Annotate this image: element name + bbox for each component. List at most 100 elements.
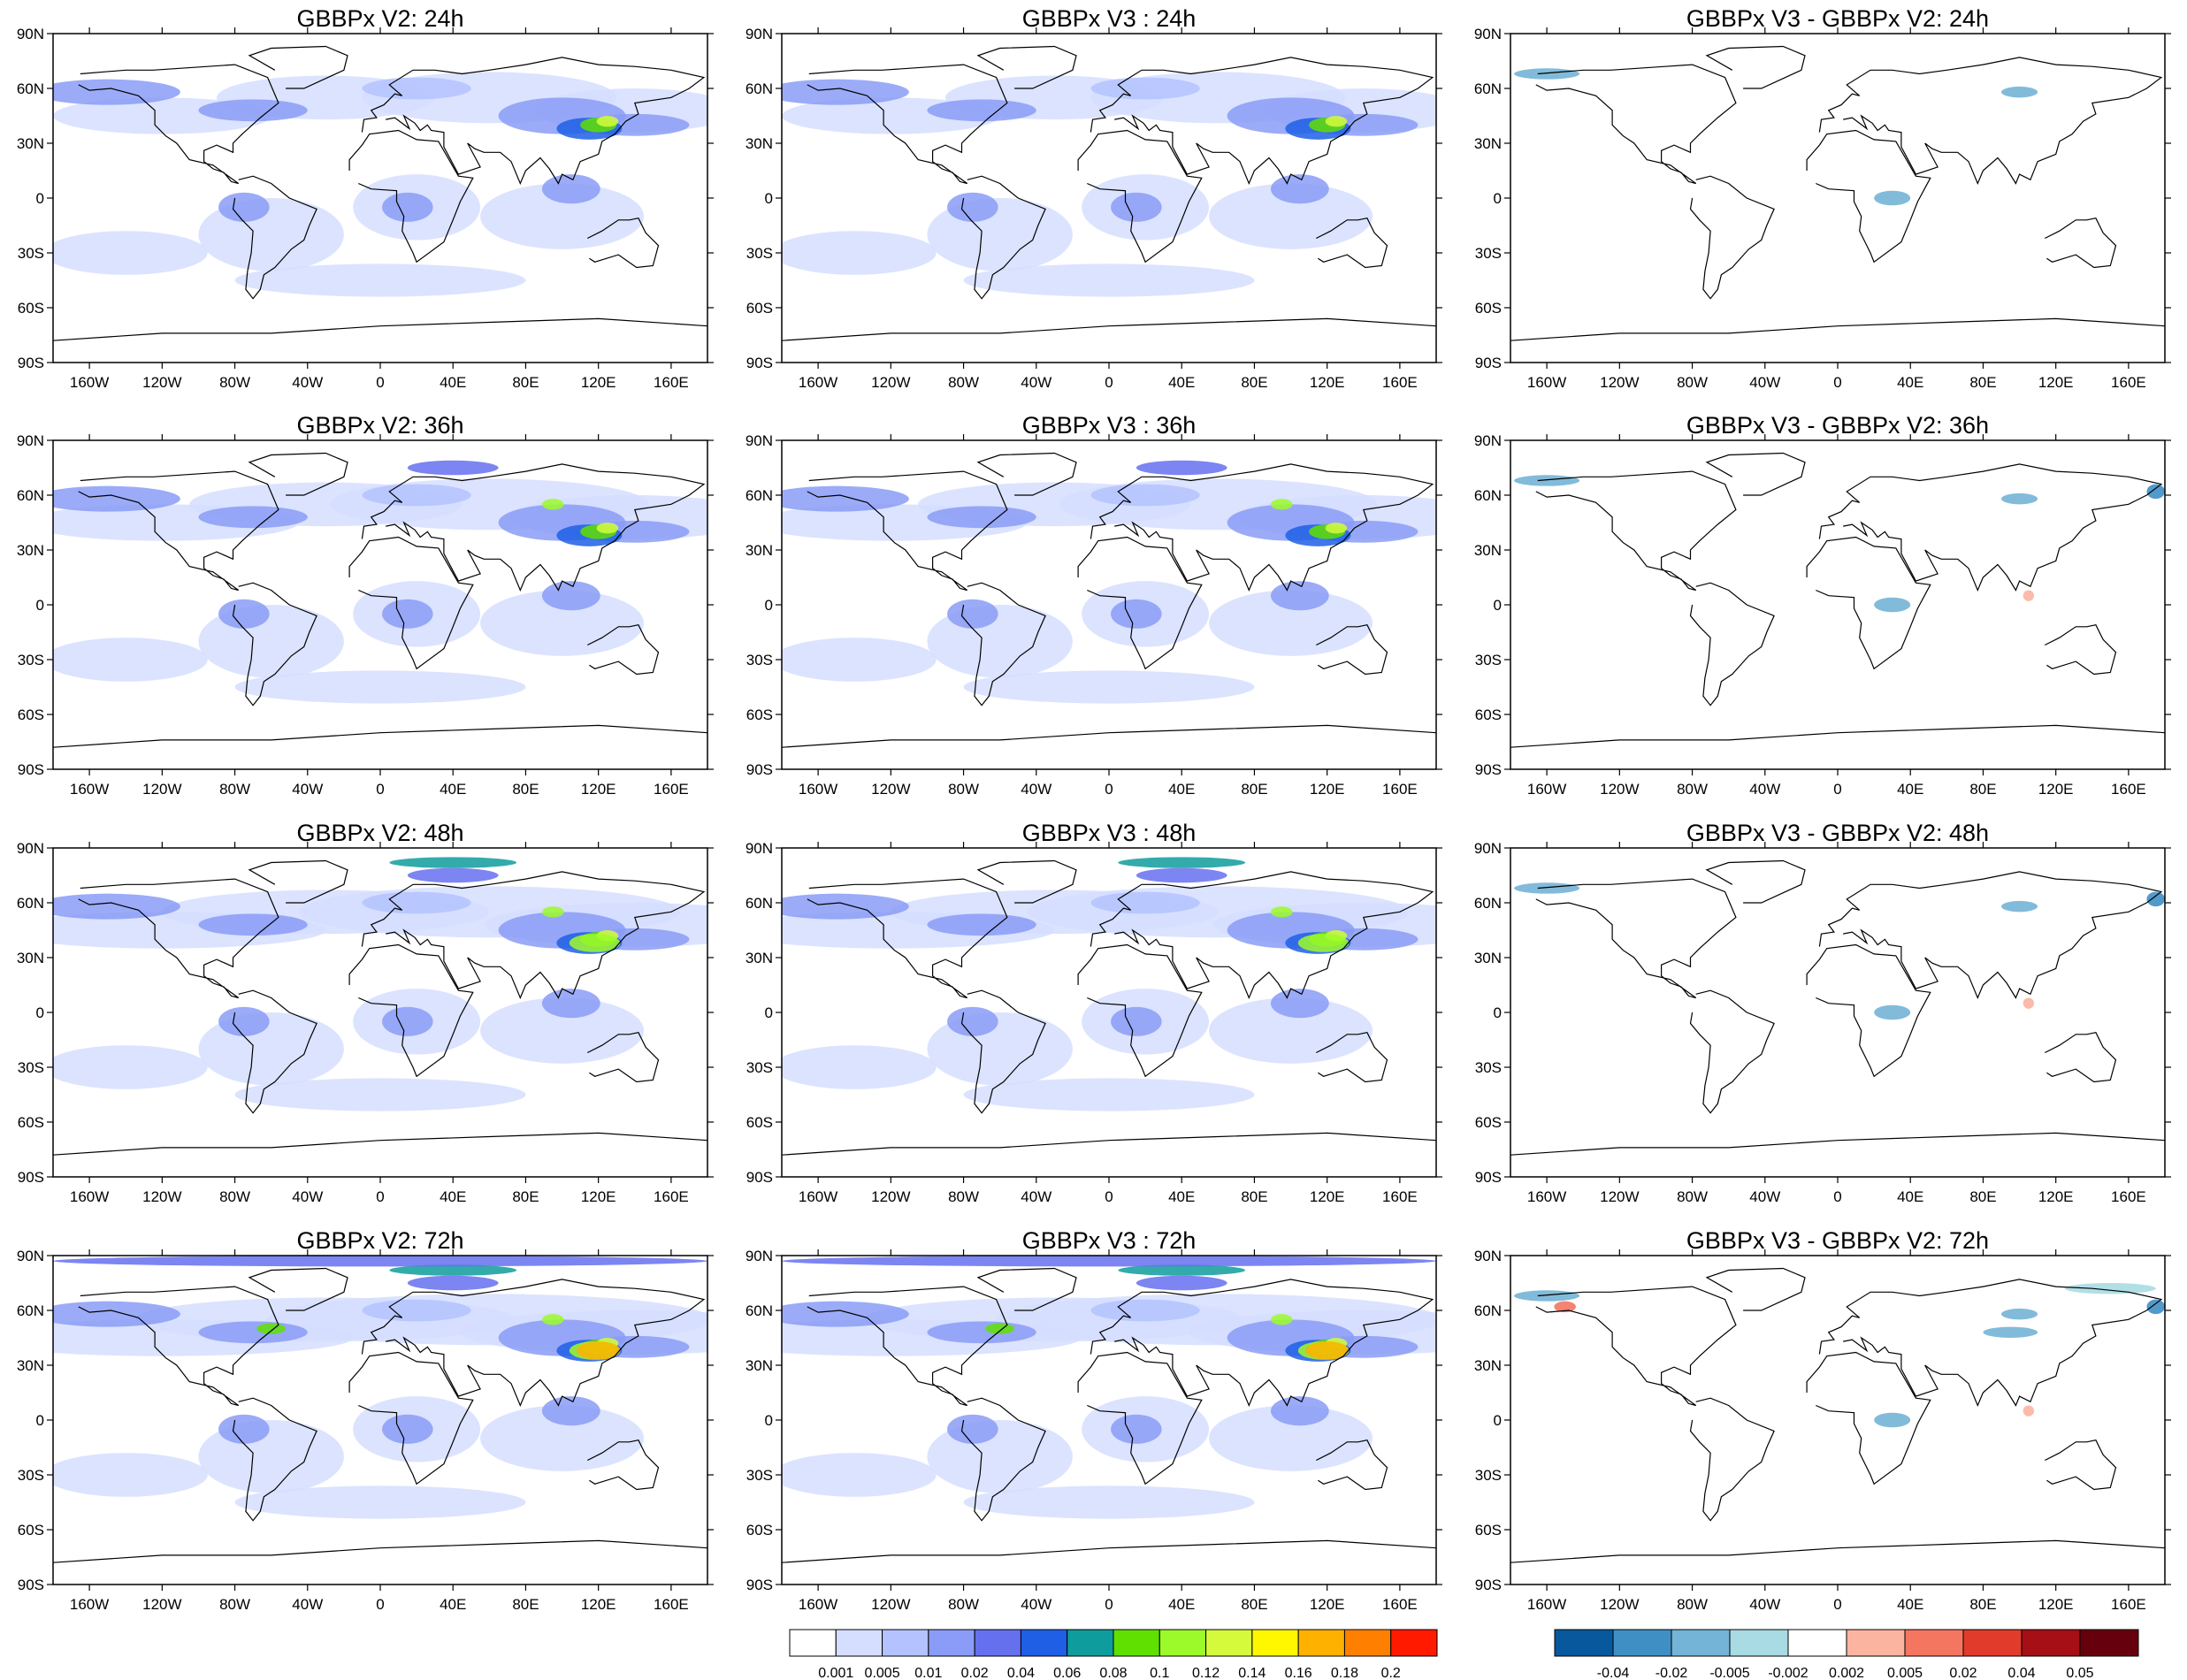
field-shading bbox=[53, 1045, 208, 1089]
map-panel-diff-72h: GBBPx V3 - GBBPx V2: 72h90N60N30N030S60S… bbox=[1474, 1227, 2171, 1613]
field-shading bbox=[963, 263, 1255, 297]
lon-tick-label: 80W bbox=[219, 781, 250, 798]
lon-tick-label: 80W bbox=[948, 374, 979, 391]
lon-tick-label: 40W bbox=[292, 1596, 323, 1613]
colorbar-label: 0.02 bbox=[961, 1666, 989, 1680]
colorbar-label: -0.005 bbox=[1709, 1666, 1749, 1680]
lon-tick-label: 80W bbox=[1677, 1596, 1708, 1613]
lat-tick-label: 0 bbox=[1494, 1004, 1502, 1021]
coastline bbox=[232, 989, 317, 1114]
coastline bbox=[1818, 57, 2163, 186]
lat-tick-label: 30S bbox=[18, 1467, 44, 1484]
lon-tick-label: 160W bbox=[70, 1596, 109, 1613]
lat-tick-label: 90N bbox=[1474, 840, 1502, 857]
field-shading bbox=[1270, 174, 1329, 204]
lon-tick-label: 160E bbox=[1382, 1188, 1418, 1205]
lon-tick-label: 80E bbox=[1969, 1188, 1996, 1205]
field-shading bbox=[1270, 581, 1329, 611]
lat-tick-label: 90N bbox=[746, 1248, 773, 1264]
field-shading bbox=[53, 1453, 208, 1497]
field-shading bbox=[234, 670, 526, 704]
coastline bbox=[248, 1267, 348, 1311]
lon-tick-label: 40E bbox=[440, 1596, 466, 1613]
field-shading bbox=[389, 1264, 517, 1276]
field-shading bbox=[1270, 499, 1293, 510]
lon-tick-label: 40E bbox=[1168, 781, 1195, 798]
colorbar-swatch bbox=[882, 1629, 929, 1657]
coastline bbox=[960, 582, 1046, 706]
field-shading bbox=[541, 1314, 564, 1325]
lat-tick-label: 30N bbox=[1474, 135, 1502, 152]
field-shading bbox=[1874, 1004, 1911, 1020]
colorbar-label: 0.002 bbox=[1829, 1666, 1864, 1680]
lon-tick-label: 0 bbox=[1105, 1596, 1113, 1613]
field-shading bbox=[256, 1323, 287, 1334]
lon-tick-label: 40E bbox=[1168, 374, 1195, 391]
field-shading bbox=[1209, 590, 1373, 656]
colorbar-label: 0.01 bbox=[914, 1666, 942, 1680]
lon-tick-label: 120W bbox=[871, 1596, 910, 1613]
field-shading bbox=[362, 484, 471, 507]
lat-tick-label: 60N bbox=[17, 80, 44, 97]
field-shading bbox=[541, 1396, 600, 1426]
colorbar-label: 0.1 bbox=[1150, 1666, 1169, 1680]
lon-tick-label: 160W bbox=[1527, 781, 1566, 798]
coastline bbox=[78, 878, 279, 999]
colorbar-label: 0.06 bbox=[1053, 1666, 1081, 1680]
lon-tick-label: 80W bbox=[219, 1188, 250, 1205]
lat-tick-label: 0 bbox=[36, 1412, 44, 1429]
lon-tick-label: 160W bbox=[70, 1188, 109, 1205]
field-shading bbox=[53, 485, 180, 512]
colorbar-swatch bbox=[1729, 1629, 1789, 1657]
lat-tick-label: 60N bbox=[746, 895, 773, 912]
colorbar-label: 0.04 bbox=[1007, 1666, 1035, 1680]
lon-tick-label: 40W bbox=[292, 374, 323, 391]
coastline bbox=[1705, 859, 1806, 904]
lat-tick-label: 90N bbox=[1474, 26, 1502, 42]
field-shading bbox=[1111, 1006, 1162, 1036]
lat-tick-label: 30S bbox=[18, 245, 44, 262]
colorbar-swatch bbox=[789, 1629, 837, 1657]
lat-tick-label: 30N bbox=[1474, 1357, 1502, 1374]
field-shading bbox=[53, 79, 180, 105]
lon-tick-label: 80W bbox=[1677, 1188, 1708, 1205]
colorbar-swatch bbox=[1554, 1629, 1614, 1657]
lat-tick-label: 30N bbox=[746, 135, 773, 152]
coastline bbox=[1090, 463, 1434, 592]
lon-tick-label: 120W bbox=[1600, 374, 1639, 391]
coastline bbox=[348, 1351, 474, 1485]
colorbar-label: 0.02 bbox=[1949, 1666, 1977, 1680]
coastline bbox=[782, 1539, 1436, 1563]
lon-tick-label: 40W bbox=[1021, 781, 1051, 798]
lon-tick-label: 80W bbox=[1677, 781, 1708, 798]
lon-tick-label: 160W bbox=[70, 374, 109, 391]
lon-tick-label: 80E bbox=[512, 781, 539, 798]
lon-tick-label: 40W bbox=[1021, 1188, 1051, 1205]
lat-tick-label: 90N bbox=[17, 26, 44, 42]
colorbar-swatch bbox=[1390, 1629, 1438, 1657]
lon-tick-label: 40E bbox=[1897, 1596, 1923, 1613]
lat-tick-label: 30S bbox=[18, 1059, 44, 1076]
colorbar-swatch bbox=[1787, 1629, 1847, 1657]
lon-tick-label: 80W bbox=[219, 1596, 250, 1613]
lon-tick-label: 80E bbox=[1241, 374, 1267, 391]
coastline bbox=[1510, 1539, 2165, 1563]
field-shading bbox=[963, 1485, 1255, 1519]
lat-tick-label: 60S bbox=[18, 1114, 44, 1131]
lon-tick-label: 0 bbox=[1105, 374, 1113, 391]
map-background bbox=[1510, 1256, 2165, 1585]
field-shading bbox=[1514, 882, 1580, 894]
field-shading bbox=[480, 183, 645, 249]
lon-tick-label: 160E bbox=[2111, 374, 2146, 391]
field-shading bbox=[362, 1299, 471, 1322]
lat-tick-label: 60N bbox=[1474, 487, 1502, 504]
coastline bbox=[1818, 1279, 2163, 1408]
lat-tick-label: 90N bbox=[17, 840, 44, 857]
map-panel-diff-48h: GBBPx V3 - GBBPx V2: 48h90N60N30N030S60S… bbox=[1474, 820, 2171, 1205]
field-shading bbox=[1136, 1275, 1227, 1291]
lon-tick-label: 0 bbox=[376, 1188, 384, 1205]
field-shading bbox=[963, 670, 1255, 704]
coastline bbox=[2045, 1439, 2117, 1491]
lon-tick-label: 40W bbox=[1749, 374, 1780, 391]
